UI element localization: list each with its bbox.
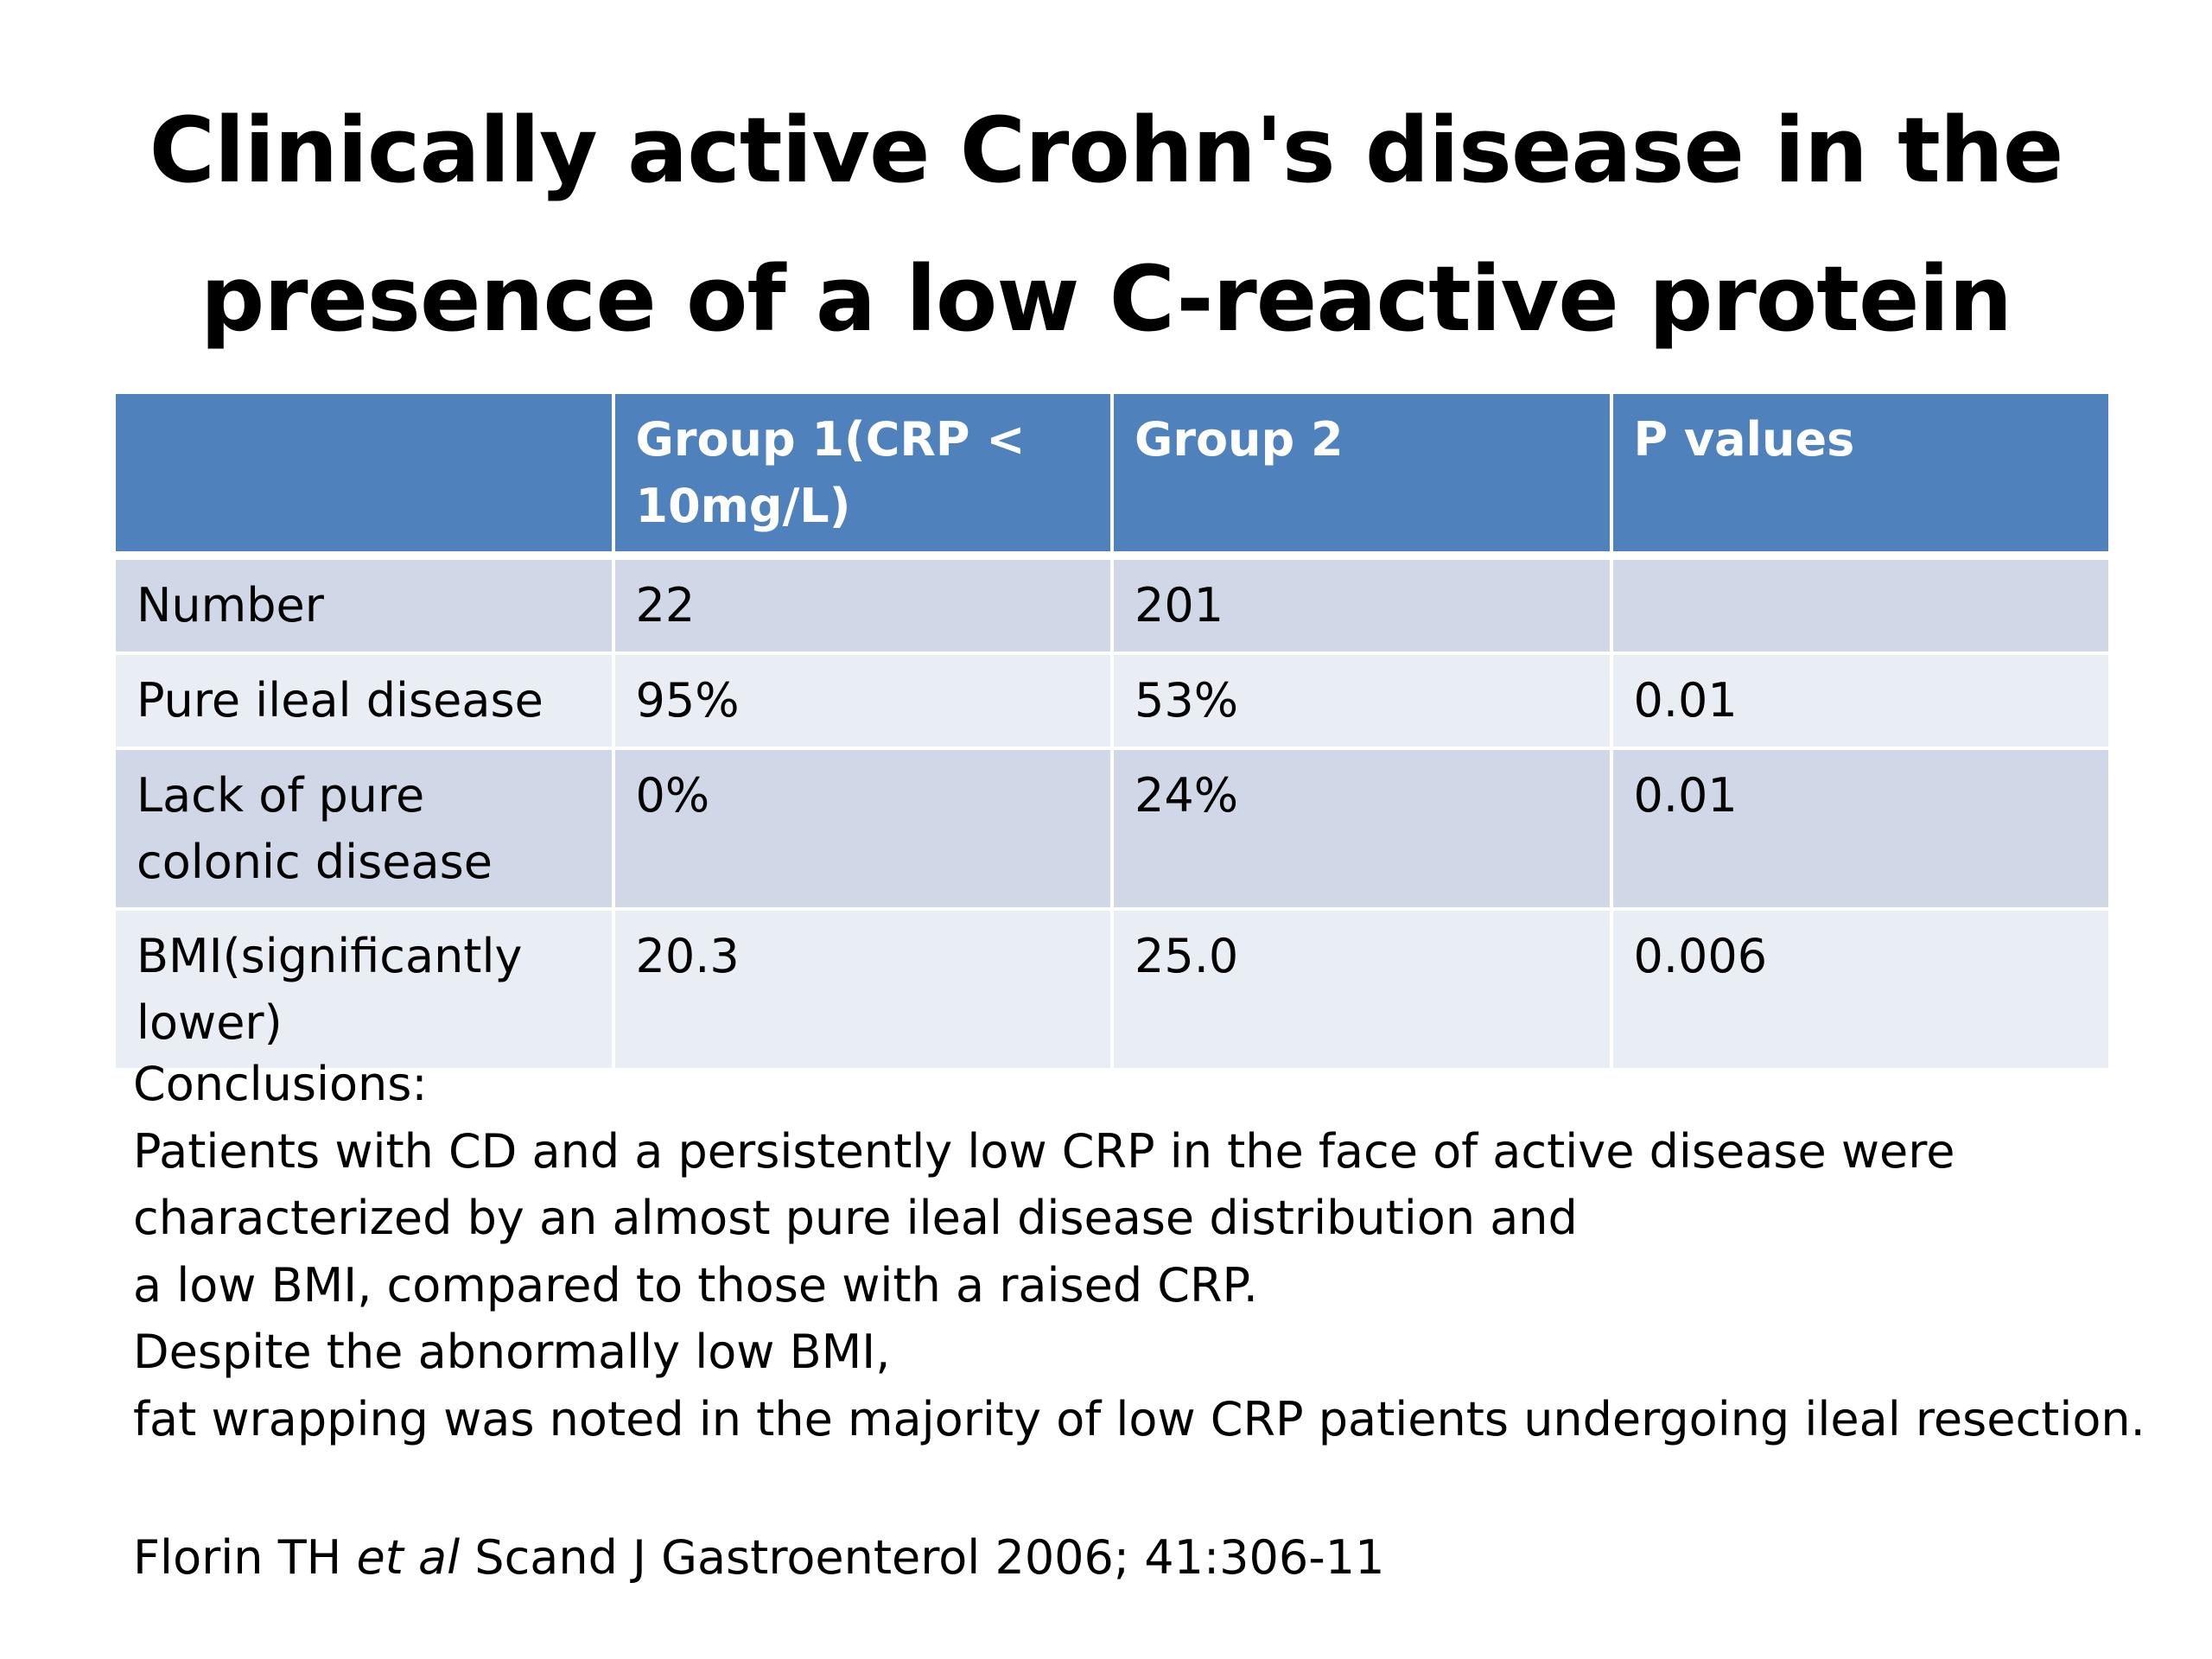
header-cell-empty bbox=[112, 391, 615, 560]
citation-author: Florin TH bbox=[133, 1530, 342, 1585]
group-1-value: 0% bbox=[611, 747, 1114, 911]
table-row: BMI(significantly lower) 20.3 25.0 0.006 bbox=[112, 907, 2112, 1071]
table-header-row: Group 1(CRP < 10mg/L) Group 2 P values bbox=[112, 391, 2112, 560]
table-row: Pure ileal disease 95% 53% 0.01 bbox=[112, 652, 2112, 750]
conclusions-line: a low BMI, compared to those with a rais… bbox=[133, 1257, 1258, 1313]
group-2-value: 25.0 bbox=[1110, 907, 1613, 1071]
conclusions-heading: Conclusions: bbox=[133, 1057, 428, 1111]
group-1-value: 20.3 bbox=[611, 907, 1114, 1071]
group-2-value: 201 bbox=[1110, 554, 1613, 655]
slide-title-line-2: presence of a low C-reactive protein bbox=[200, 246, 2012, 352]
p-value: 0.01 bbox=[1609, 652, 2112, 750]
slide-title: Clinically active Crohn's disease in the… bbox=[69, 76, 2143, 373]
row-label: BMI(significantly lower) bbox=[112, 907, 615, 1071]
row-label: Pure ileal disease bbox=[112, 652, 615, 750]
conclusions-line: Despite the abnormally low BMI, bbox=[133, 1325, 891, 1379]
conclusions-block: Conclusions: Patients with CD and a pers… bbox=[133, 1051, 2146, 1452]
header-cell-group-2: Group 2 bbox=[1110, 391, 1613, 560]
table-row: Number 22 201 bbox=[112, 554, 2112, 655]
table-row: Lack of pure colonic disease 0% 24% 0.01 bbox=[112, 747, 2112, 911]
p-value: 0.006 bbox=[1609, 907, 2112, 1071]
group-2-value: 53% bbox=[1110, 652, 1613, 750]
header-cell-group-1: Group 1(CRP < 10mg/L) bbox=[611, 391, 1114, 560]
row-label: Lack of pure colonic disease bbox=[112, 747, 615, 911]
citation: Florin TH et al Scand J Gastroenterol 20… bbox=[133, 1524, 1384, 1591]
p-value bbox=[1609, 554, 2112, 655]
conclusions-line: Patients with CD and a persistently low … bbox=[133, 1123, 1955, 1179]
slide-title-line-1: Clinically active Crohn's disease in the bbox=[149, 98, 2064, 203]
group-1-value: 22 bbox=[611, 554, 1114, 655]
row-label: Number bbox=[112, 554, 615, 655]
group-2-value: 24% bbox=[1110, 747, 1613, 911]
citation-source: Scand J Gastroenterol 2006; 41:306-11 bbox=[474, 1530, 1385, 1585]
conclusions-line: characterized by an almost pure ileal di… bbox=[133, 1191, 1578, 1245]
results-table: Group 1(CRP < 10mg/L) Group 2 P values N… bbox=[112, 391, 2112, 1071]
header-cell-p-values: P values bbox=[1609, 391, 2112, 560]
group-1-value: 95% bbox=[611, 652, 1114, 750]
citation-et-al: et al bbox=[356, 1530, 461, 1585]
p-value: 0.01 bbox=[1609, 747, 2112, 911]
conclusions-line: fat wrapping was noted in the majority o… bbox=[133, 1391, 2145, 1446]
